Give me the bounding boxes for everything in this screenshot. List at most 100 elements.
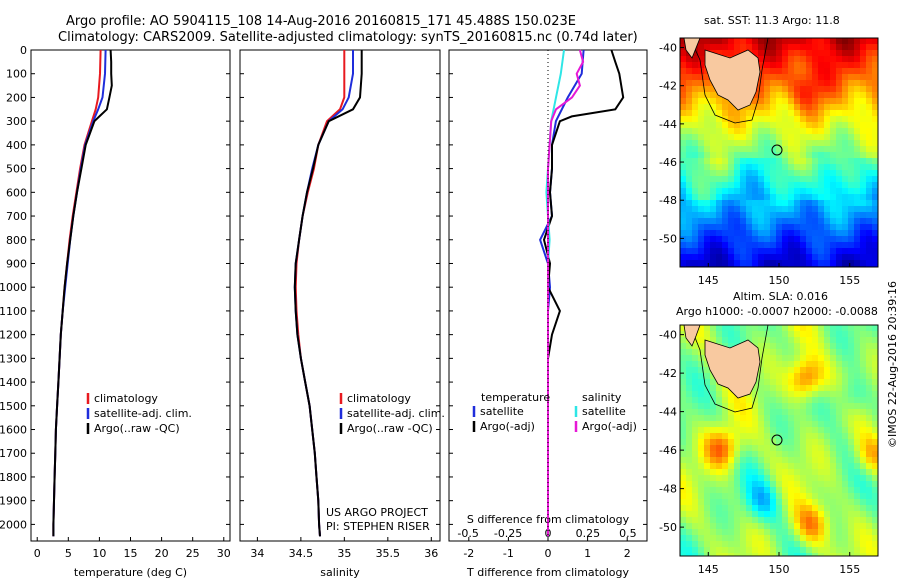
sla-cell xyxy=(854,397,861,404)
sla-cell xyxy=(824,391,831,398)
sst-cell xyxy=(866,242,873,249)
sst-cell xyxy=(704,134,711,141)
sst-cell xyxy=(800,224,807,231)
sla-cell xyxy=(740,451,747,458)
sst-cell xyxy=(842,116,849,123)
sst-cell xyxy=(704,188,711,195)
sst-cell xyxy=(872,206,878,213)
sst-cell xyxy=(758,140,765,147)
sla-cell xyxy=(818,535,825,542)
sla-cell xyxy=(860,445,867,452)
sst-cell xyxy=(854,146,861,153)
sla-cell xyxy=(746,331,753,338)
sla-cell xyxy=(698,373,705,380)
sla-cell xyxy=(800,457,807,464)
sla-cell xyxy=(704,457,711,464)
sst-cell xyxy=(704,146,711,153)
sla-cell xyxy=(710,505,717,512)
sla-cell xyxy=(746,445,753,452)
sla-cell xyxy=(764,529,771,536)
sla-cell xyxy=(698,541,705,548)
sst-cell xyxy=(866,128,873,135)
sla-cell xyxy=(794,493,801,500)
sla-cell xyxy=(860,487,867,494)
sst-cell xyxy=(710,260,717,267)
sst-cell xyxy=(746,104,753,111)
sst-cell xyxy=(848,260,855,267)
sla-cell xyxy=(776,499,783,506)
sst-cell xyxy=(800,104,807,111)
sla-cell xyxy=(740,433,747,440)
sst-cell xyxy=(824,212,831,219)
sla-cell xyxy=(812,439,819,446)
sst-cell xyxy=(770,230,777,237)
sla-cell xyxy=(794,463,801,470)
sla-cell xyxy=(698,361,705,368)
sla-cell xyxy=(818,325,825,332)
sst-cell xyxy=(860,152,867,159)
sla-cell xyxy=(818,421,825,428)
sla-cell xyxy=(740,499,747,506)
sla-cell xyxy=(824,535,831,542)
sla-cell xyxy=(770,331,777,338)
sst-tasmania-land xyxy=(704,49,761,111)
sla-cell xyxy=(752,517,759,524)
sst-cell xyxy=(734,38,741,45)
sst-cell xyxy=(698,80,705,87)
sst-cell xyxy=(716,248,723,255)
sst-cell xyxy=(782,230,789,237)
sla-cell xyxy=(824,355,831,362)
sst-cell xyxy=(848,62,855,69)
sla-cell xyxy=(722,439,729,446)
sst-cell xyxy=(866,74,873,81)
sst-cell xyxy=(710,170,717,177)
sla-cell xyxy=(812,541,819,548)
sla-cell xyxy=(758,355,765,362)
sla-cell xyxy=(848,511,855,518)
sla-cell xyxy=(848,553,855,556)
sst-cell xyxy=(722,242,729,249)
sla-cell xyxy=(740,505,747,512)
sla-cell xyxy=(710,403,717,410)
sst-cell xyxy=(764,104,771,111)
sst-cell xyxy=(860,206,867,213)
sst-cell xyxy=(728,194,735,201)
sst-cell xyxy=(854,248,861,255)
sst-cell xyxy=(872,194,878,201)
sst-cell xyxy=(872,86,878,93)
sla-cell xyxy=(728,343,735,350)
sst-cell xyxy=(764,158,771,165)
sla-cell xyxy=(710,493,717,500)
sla-cell xyxy=(794,427,801,434)
sla-cell xyxy=(854,505,861,512)
sla-cell xyxy=(830,355,837,362)
sla-cell xyxy=(764,337,771,344)
sla-cell xyxy=(764,415,771,422)
sst-cell xyxy=(686,200,693,207)
sst-cell xyxy=(764,110,771,117)
sst-cell xyxy=(692,110,699,117)
sst-cell xyxy=(788,128,795,135)
sst-cell xyxy=(710,98,717,105)
sst-cell xyxy=(740,188,747,195)
sla-cell xyxy=(752,511,759,518)
sla-cell xyxy=(680,481,687,488)
sla-cell xyxy=(860,463,867,470)
sst-cell xyxy=(824,152,831,159)
sst-cell xyxy=(704,194,711,201)
sla-cell xyxy=(836,547,843,554)
sla-cell xyxy=(812,415,819,422)
salinity-annotation: US ARGO PROJECT xyxy=(326,506,428,519)
sla-cell xyxy=(722,421,729,428)
sst-cell xyxy=(782,116,789,123)
sst-cell xyxy=(716,188,723,195)
sst-cell xyxy=(824,158,831,165)
sst-cell xyxy=(704,152,711,159)
sla-cell xyxy=(728,553,735,556)
sst-cell xyxy=(752,260,759,267)
sst-cell xyxy=(860,230,867,237)
sla-cell xyxy=(758,475,765,482)
sst-cell xyxy=(782,224,789,231)
sla-cell xyxy=(806,517,813,524)
sst-cell xyxy=(812,164,819,171)
